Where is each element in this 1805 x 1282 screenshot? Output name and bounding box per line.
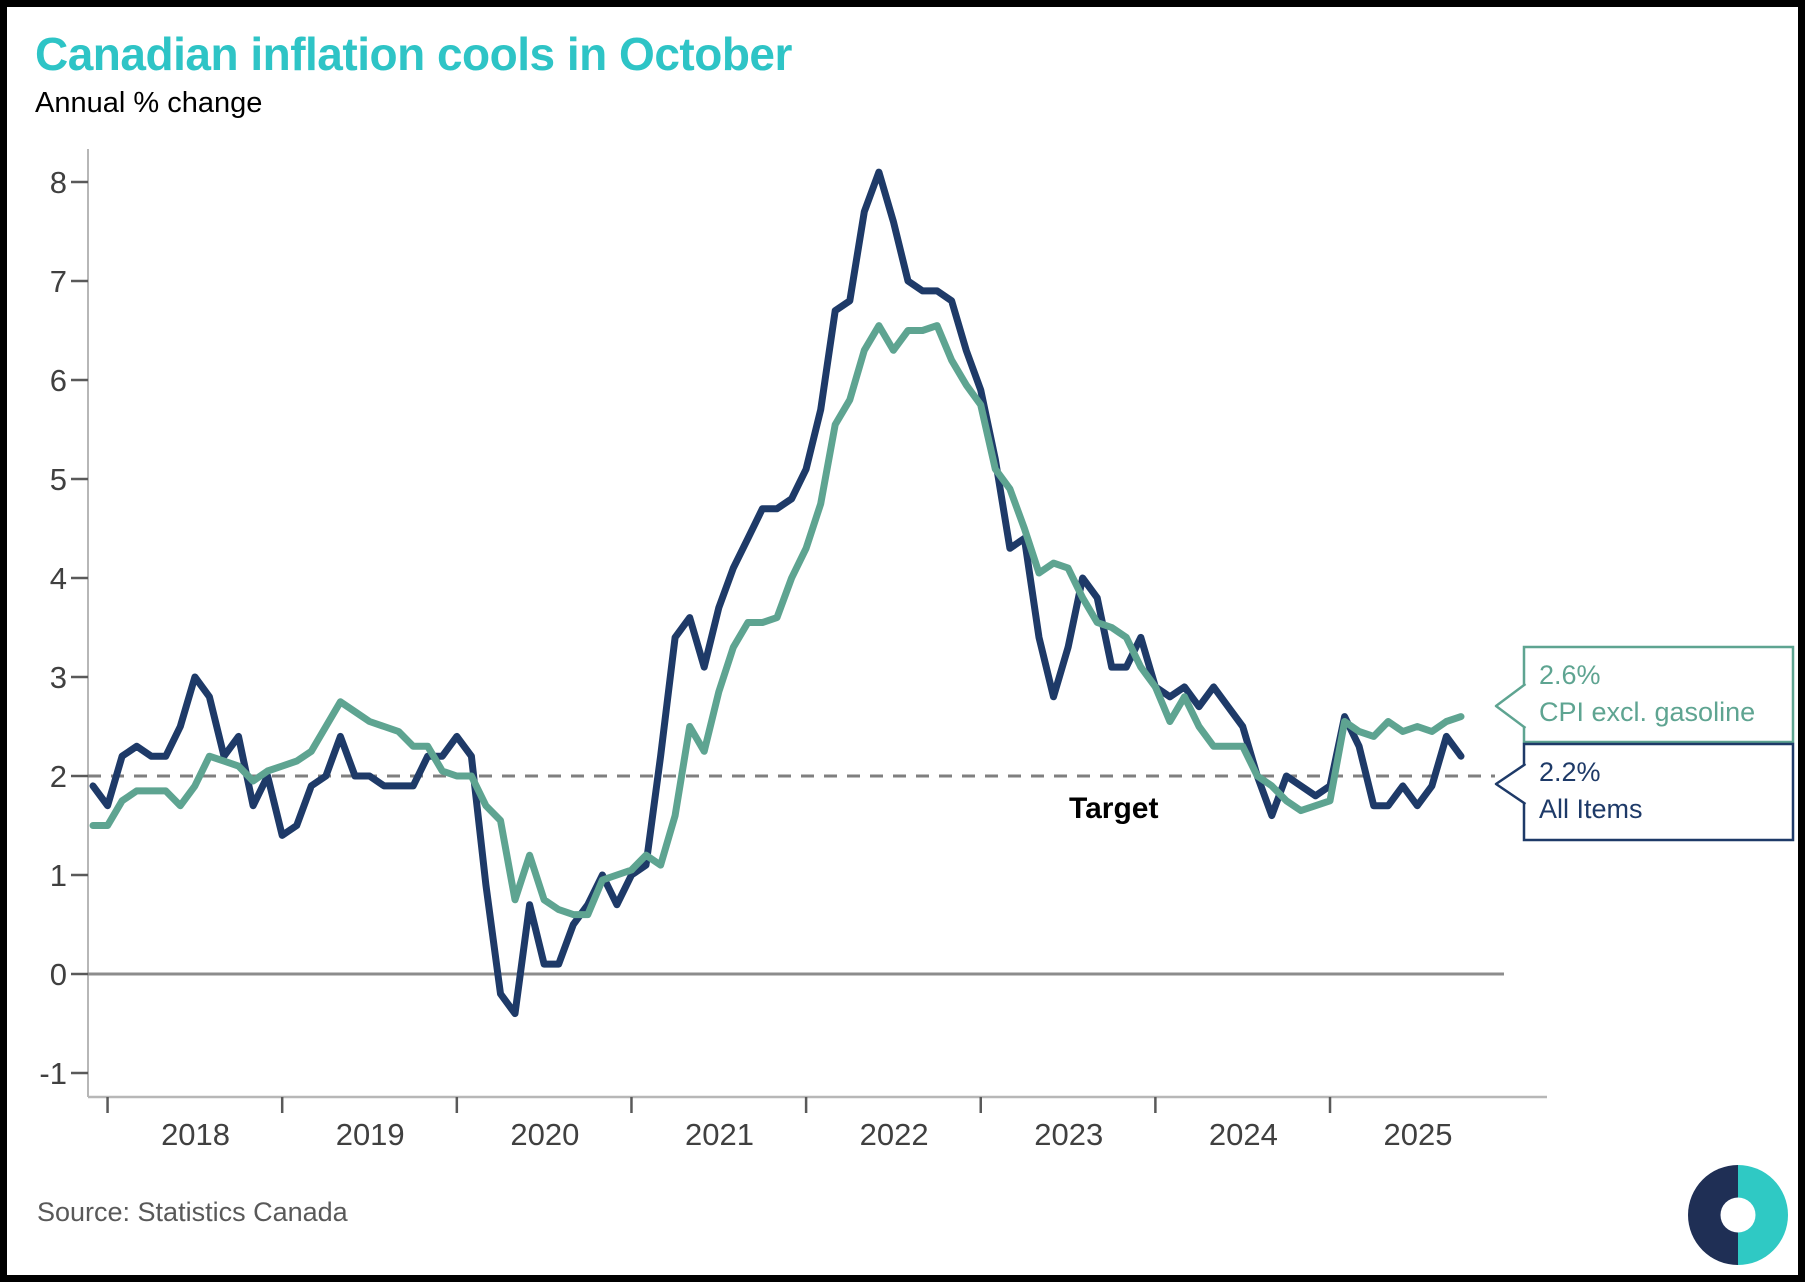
series-line-cpi-excl-gasoline (89, 322, 1465, 919)
x-tick-label: 2020 (510, 1117, 579, 1152)
x-tick-label: 2024 (1209, 1117, 1278, 1152)
callout-all-items: 2.2% All Items (1539, 754, 1643, 828)
callout-pointer-ex-gasoline (1494, 682, 1527, 730)
y-tick-label: 3 (50, 660, 67, 695)
series-line-all-items (89, 168, 1465, 1018)
callout-pointer-all-items (1494, 762, 1527, 806)
chart-canvas: -1 0 1 2 3 4 5 6 7 8 2018 2019 2020 2021 2022 2023 2024 2… (39, 149, 1795, 1265)
x-tick-label: 2019 (336, 1117, 405, 1152)
y-tick-label: 4 (50, 561, 67, 596)
y-tick-label: -1 (39, 1056, 67, 1091)
x-tick-label: 2025 (1384, 1117, 1453, 1152)
logo-hole (1720, 1197, 1756, 1233)
chart-subtitle: Annual % change (35, 87, 263, 119)
target-line-label: Target (1069, 792, 1159, 825)
callout-ex-gasoline-label: CPI excl. gasoline (1539, 697, 1756, 727)
y-tick-label: 0 (50, 957, 67, 992)
callout-box-all-items (1522, 742, 1795, 842)
callout-box-ex-gasoline (1522, 645, 1795, 744)
callout-all-items-label: All Items (1539, 794, 1643, 824)
x-tick-label: 2018 (161, 1117, 230, 1152)
callout-ex-gasoline: 2.6% CPI excl. gasoline (1539, 657, 1755, 731)
source-note: Source: Statistics Canada (37, 1197, 348, 1227)
callout-all-items-value: 2.2% (1539, 757, 1601, 787)
logo-right-half (1738, 1165, 1788, 1265)
x-tick-label: 2023 (1034, 1117, 1103, 1152)
x-tick-label: 2021 (685, 1117, 754, 1152)
y-tick-label: 5 (50, 462, 67, 497)
y-tick-label: 1 (50, 858, 67, 893)
y-tick-label: 2 (50, 759, 67, 794)
x-tick-label: 2022 (860, 1117, 929, 1152)
y-tick-label: 6 (50, 363, 67, 398)
y-tick-label: 8 (50, 165, 67, 200)
callout-ex-gasoline-value: 2.6% (1539, 660, 1601, 690)
logo-left-half (1688, 1165, 1738, 1265)
y-tick-label: 7 (50, 264, 67, 299)
page-title: Canadian inflation cools in October (35, 28, 792, 80)
